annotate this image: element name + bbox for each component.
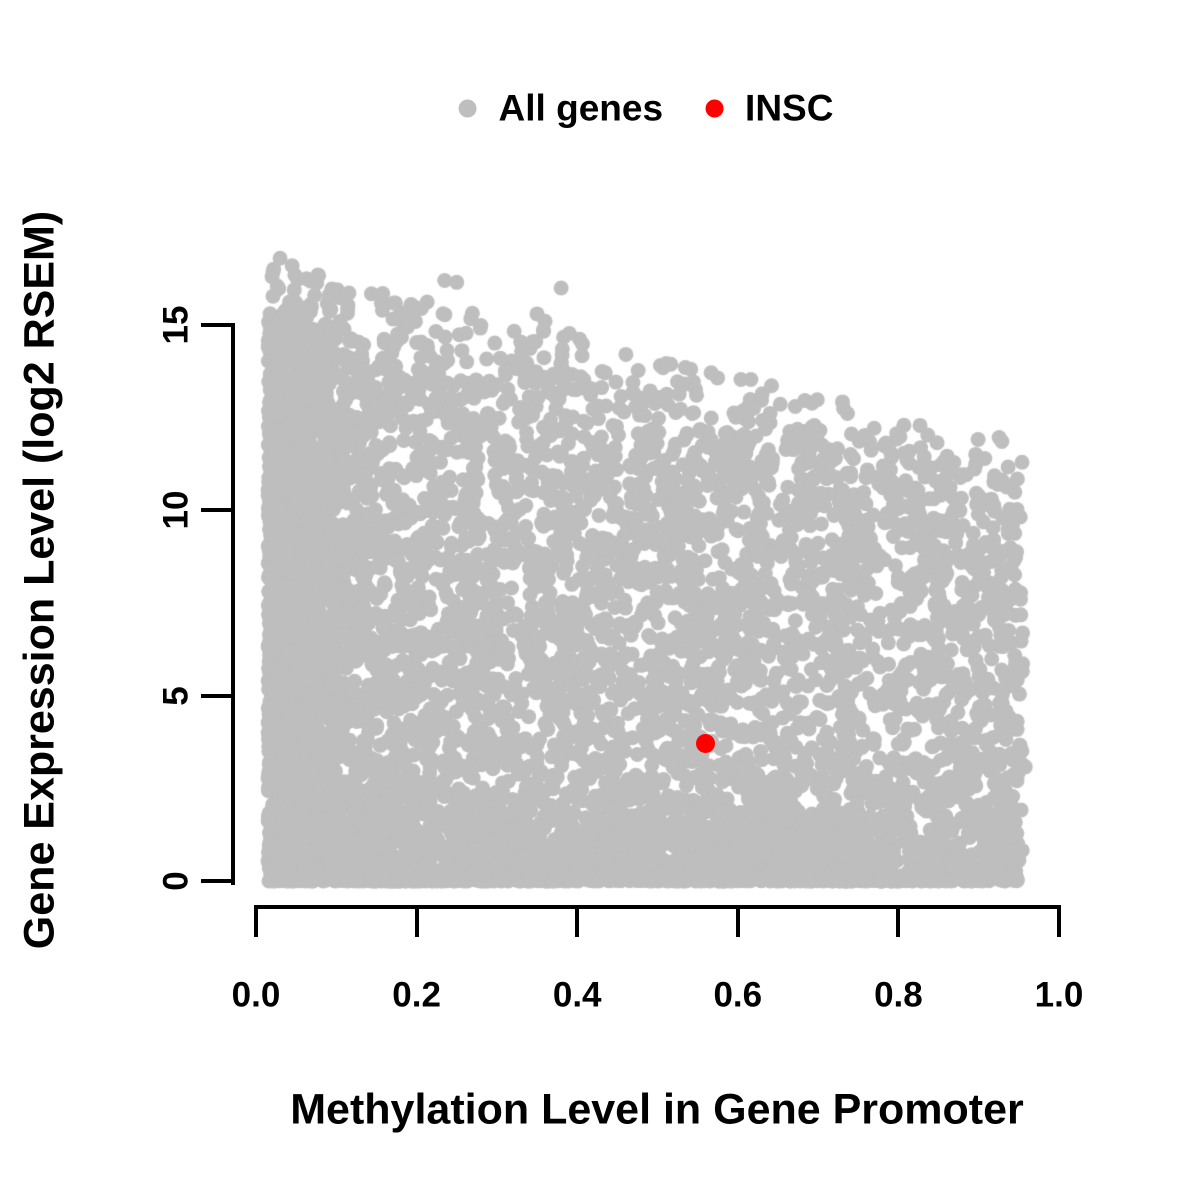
insc-point bbox=[696, 734, 716, 754]
x-tick-mark bbox=[254, 905, 258, 937]
y-tick-label: 0 bbox=[156, 871, 196, 891]
y-axis-line bbox=[231, 323, 235, 885]
x-tick-label: 0.4 bbox=[552, 975, 602, 1015]
x-tick-mark bbox=[1057, 905, 1061, 937]
x-axis-line bbox=[254, 905, 1061, 909]
all-genes-dot-icon bbox=[458, 99, 477, 117]
y-tick-label: 10 bbox=[156, 490, 196, 530]
y-tick-mark bbox=[201, 879, 231, 883]
legend-item-all-genes: All genes bbox=[458, 87, 664, 129]
x-tick-label: 0.2 bbox=[392, 975, 441, 1015]
y-axis-title: Gene Expression Level (log2 RSEM) bbox=[15, 210, 64, 950]
x-axis-title: Methylation Level in Gene Promoter bbox=[290, 1085, 1024, 1134]
x-tick-label: 0.6 bbox=[713, 975, 763, 1015]
x-tick-label: 0.8 bbox=[874, 975, 923, 1015]
y-tick-label: 5 bbox=[156, 685, 196, 706]
legend: All genes INSC bbox=[458, 87, 833, 129]
legend-item-insc: INSC bbox=[705, 90, 833, 127]
y-tick-mark bbox=[201, 693, 231, 698]
y-tick-mark bbox=[201, 322, 231, 327]
insc-dot-icon bbox=[705, 99, 724, 117]
x-tick-label: 1.0 bbox=[1034, 975, 1084, 1015]
x-tick-mark bbox=[575, 905, 580, 937]
x-tick-mark bbox=[414, 905, 419, 937]
x-tick-label: 0.0 bbox=[231, 975, 281, 1015]
legend-label-insc: INSC bbox=[745, 87, 834, 129]
legend-label-all-genes: All genes bbox=[498, 87, 664, 129]
scatter-cloud bbox=[234, 242, 1068, 904]
x-tick-mark bbox=[735, 905, 740, 937]
y-tick-label: 15 bbox=[156, 305, 196, 345]
y-tick-mark bbox=[201, 508, 231, 513]
x-tick-mark bbox=[896, 905, 901, 937]
